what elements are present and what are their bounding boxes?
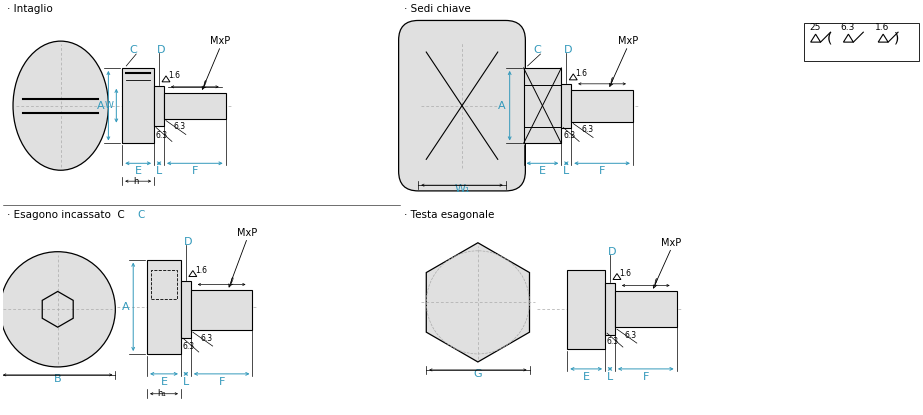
Text: ℓ: ℓ	[609, 77, 613, 87]
Ellipse shape	[13, 41, 108, 170]
Text: C: C	[138, 210, 145, 220]
Text: 25: 25	[809, 23, 821, 32]
Polygon shape	[426, 243, 530, 362]
Bar	[191, 290, 252, 330]
Bar	[605, 283, 615, 335]
Text: D: D	[607, 247, 617, 257]
Bar	[523, 68, 561, 144]
Text: · Testa esagonale: · Testa esagonale	[404, 210, 495, 220]
Text: 6.3: 6.3	[156, 131, 168, 140]
Text: 1.6: 1.6	[575, 69, 587, 78]
Bar	[122, 68, 154, 144]
Text: E: E	[135, 166, 141, 176]
Text: ℓ: ℓ	[229, 278, 233, 288]
Text: W₁: W₁	[454, 184, 470, 194]
Text: E: E	[582, 372, 590, 382]
Text: A: A	[97, 101, 104, 111]
Text: MxP: MxP	[662, 238, 682, 248]
Text: ): )	[894, 31, 900, 45]
Text: L: L	[607, 372, 613, 382]
Text: 6.3: 6.3	[174, 122, 186, 131]
Text: 6.3: 6.3	[607, 337, 619, 346]
Text: 6.3: 6.3	[840, 23, 855, 32]
Text: F: F	[219, 377, 225, 387]
Text: 6.3: 6.3	[563, 131, 575, 140]
Text: · Intaglio: · Intaglio	[7, 5, 53, 15]
Text: MxP: MxP	[237, 228, 258, 238]
Text: ℓ: ℓ	[202, 80, 206, 90]
Text: A: A	[497, 101, 506, 111]
Text: W: W	[105, 101, 114, 110]
Text: MxP: MxP	[617, 36, 638, 46]
Text: MxP: MxP	[210, 36, 231, 46]
Bar	[151, 270, 177, 299]
Text: A: A	[122, 302, 129, 312]
Bar	[804, 23, 919, 61]
Bar	[181, 281, 191, 338]
Bar	[615, 291, 677, 327]
Text: · Esagono incassato  C: · Esagono incassato C	[7, 210, 125, 220]
Text: h₁: h₁	[158, 389, 166, 398]
Text: L: L	[563, 166, 569, 176]
Bar	[164, 93, 225, 119]
Text: 6.3: 6.3	[200, 334, 213, 343]
Text: 6.3: 6.3	[183, 342, 195, 351]
Text: ℓ: ℓ	[653, 278, 657, 288]
Text: h: h	[134, 177, 138, 186]
Bar	[571, 90, 633, 122]
Bar	[154, 86, 164, 126]
Text: D: D	[157, 45, 165, 55]
Text: C: C	[533, 45, 542, 55]
Bar	[568, 270, 605, 349]
Text: D: D	[564, 45, 572, 55]
Text: (: (	[827, 31, 833, 45]
Text: F: F	[642, 372, 649, 382]
Text: 1.6: 1.6	[168, 71, 180, 81]
Text: · Sedi chiave: · Sedi chiave	[404, 5, 471, 15]
Text: B: B	[54, 374, 62, 384]
Text: 6.3: 6.3	[581, 125, 593, 134]
Text: C: C	[129, 45, 138, 55]
Ellipse shape	[0, 252, 115, 367]
Text: 1.6: 1.6	[619, 269, 631, 278]
Text: D: D	[184, 237, 192, 247]
Bar	[147, 260, 181, 354]
Text: E: E	[161, 377, 167, 387]
Text: 6.3: 6.3	[625, 331, 637, 339]
FancyBboxPatch shape	[399, 20, 525, 191]
Text: L: L	[183, 377, 189, 387]
Text: F: F	[599, 166, 605, 176]
Text: E: E	[539, 166, 546, 176]
Text: 1.6: 1.6	[875, 23, 890, 32]
Text: G: G	[473, 369, 482, 379]
Text: 1.6: 1.6	[195, 266, 207, 275]
Bar	[561, 84, 571, 127]
Text: F: F	[192, 166, 198, 176]
Text: L: L	[156, 166, 162, 176]
